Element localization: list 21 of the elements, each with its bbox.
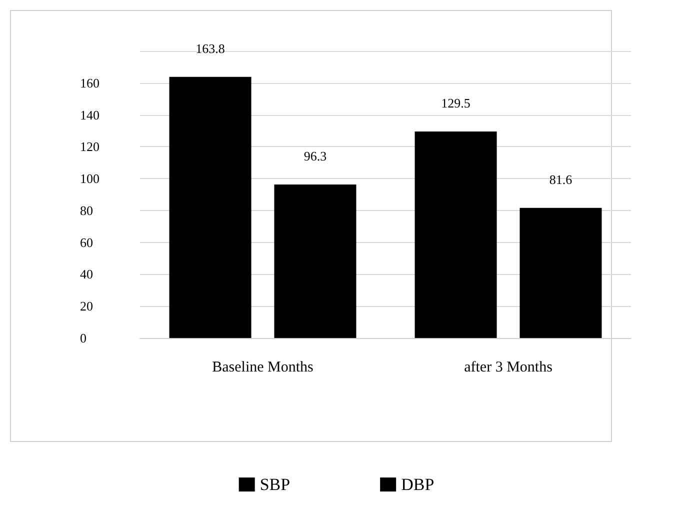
- y-tick-label: 60: [80, 234, 93, 250]
- y-tick-label: 20: [80, 298, 93, 314]
- y-tick-label: 160: [80, 75, 100, 90]
- y-tick-label: 0: [80, 330, 86, 346]
- y-tick-label: 80: [80, 202, 93, 218]
- y-tick-label: 40: [80, 266, 93, 282]
- legend-label: DBP: [401, 475, 434, 494]
- y-tick-label: 100: [80, 171, 100, 186]
- bar: [169, 76, 252, 338]
- y-tick-label: 140: [80, 107, 100, 122]
- y-tick-label: 120: [80, 139, 100, 154]
- data-label: 96.3: [304, 148, 327, 164]
- bar: [274, 184, 356, 338]
- bar: [414, 132, 497, 338]
- data-label: 129.5: [441, 96, 470, 111]
- legend-label: SBP: [260, 475, 290, 494]
- bar: [520, 208, 602, 338]
- x-tick-label: after 3 Months: [464, 360, 553, 376]
- data-label: 163.8: [196, 40, 225, 56]
- x-tick-label: Baseline Months: [212, 360, 314, 376]
- data-label: 81.6: [549, 172, 573, 187]
